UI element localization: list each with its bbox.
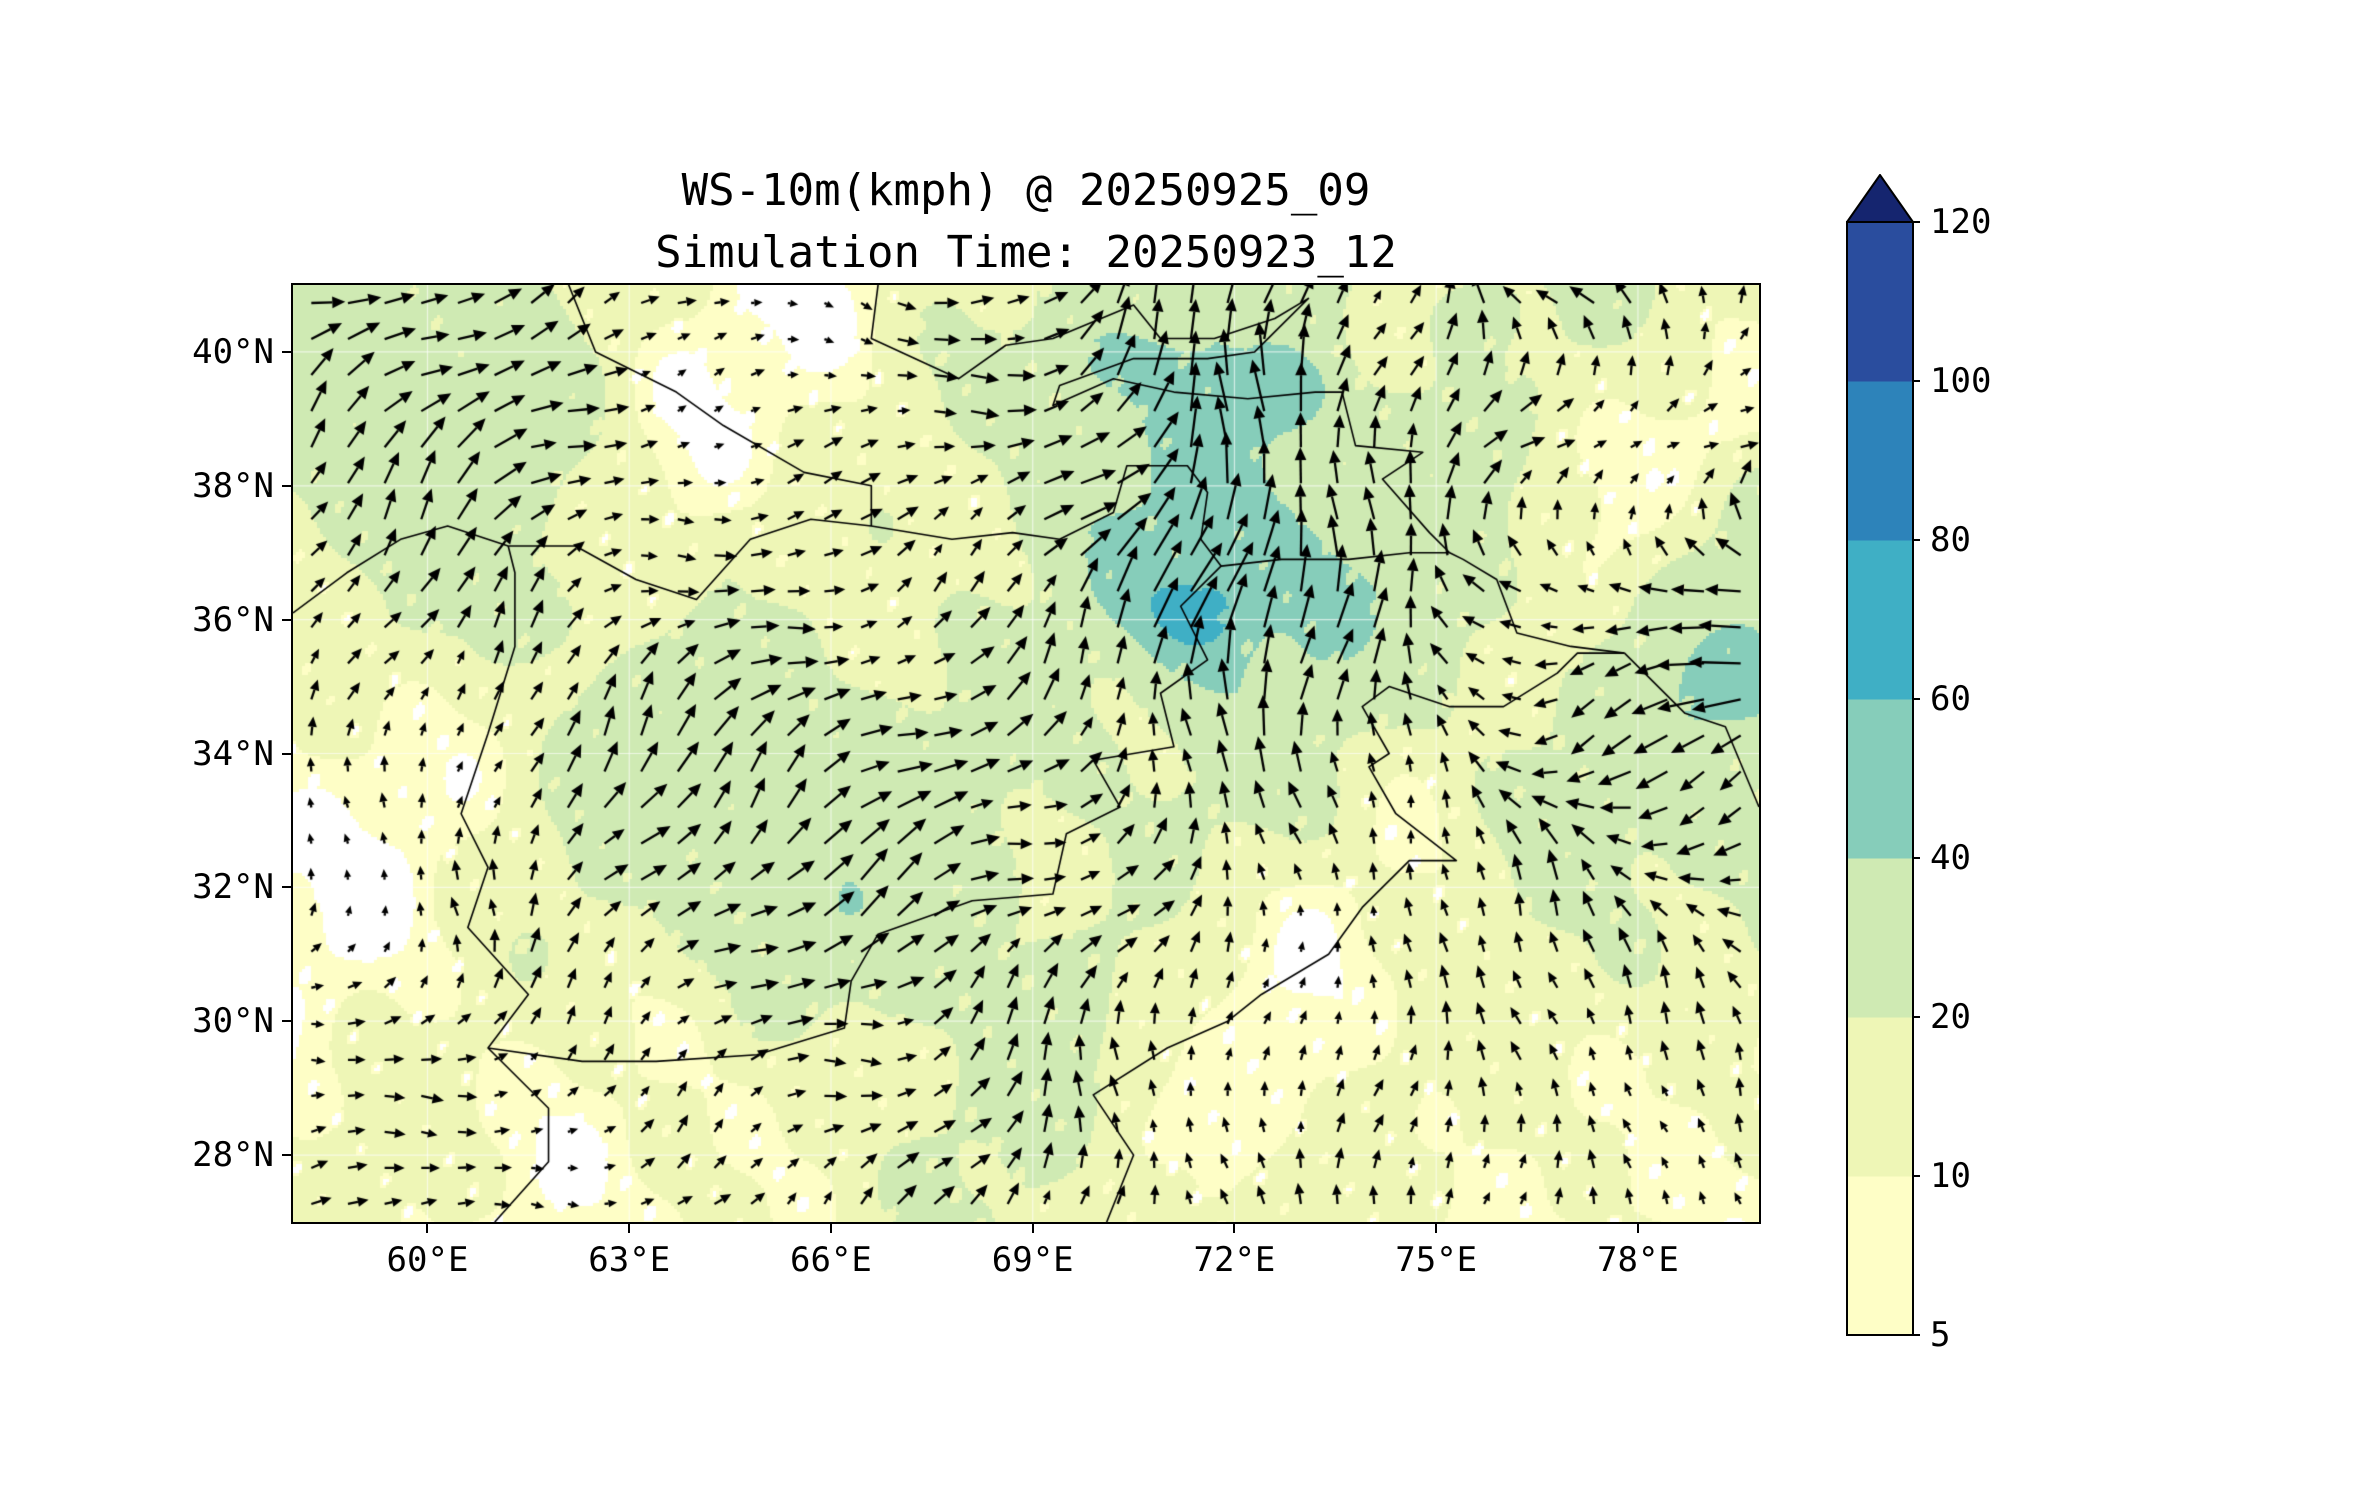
x-tick-label: 72°E <box>1193 1240 1276 1280</box>
x-tick-mark <box>1233 1224 1236 1233</box>
colorbar-segment <box>1847 858 1913 1018</box>
colorbar-tick-label: 100 <box>1930 361 1992 401</box>
y-tick-label: 34°N <box>192 733 274 774</box>
chart-subtitle: Simulation Time: 20250923_12 <box>655 227 1397 278</box>
colorbar-tick-label: 20 <box>1930 997 1971 1037</box>
x-tick-label: 63°E <box>588 1240 671 1280</box>
colorbar-outline <box>1846 221 1914 1336</box>
y-tick-mark <box>282 886 291 889</box>
x-tick-mark <box>829 1224 832 1233</box>
x-tick-label: 66°E <box>790 1240 872 1280</box>
x-tick-mark <box>628 1224 631 1233</box>
y-tick-label: 32°N <box>192 867 274 908</box>
colorbar-tick-label: 40 <box>1930 838 1971 878</box>
colorbar-tick-label: 10 <box>1930 1156 1971 1196</box>
x-tick-label: 69°E <box>991 1240 1074 1280</box>
chart-title: WS-10m(kmph) @ 20250925_09 <box>681 165 1371 216</box>
y-tick-mark <box>282 484 291 487</box>
map-plot-area <box>291 283 1761 1224</box>
y-tick-mark <box>282 752 291 755</box>
x-tick-mark <box>426 1224 429 1233</box>
colorbar-tick-label: 80 <box>1930 520 1971 560</box>
colorbar-segment <box>1847 540 1913 700</box>
colorbar-segment <box>1847 1176 1913 1336</box>
y-tick-mark <box>282 1020 291 1023</box>
colorbar-segment <box>1847 1017 1913 1177</box>
colorbar-segment <box>1847 222 1913 382</box>
y-tick-label: 40°N <box>192 331 274 372</box>
x-tick-label: 60°E <box>386 1240 469 1280</box>
colorbar-extend-arrow <box>1845 173 1915 223</box>
colorbar-bar <box>1845 173 1920 1336</box>
y-tick-mark <box>282 350 291 353</box>
y-tick-mark <box>282 618 291 621</box>
wind-map-canvas <box>293 285 1759 1222</box>
y-tick-label: 36°N <box>192 599 274 640</box>
x-tick-mark <box>1435 1224 1438 1233</box>
y-tick-mark <box>282 1154 291 1157</box>
colorbar-segment <box>1847 699 1913 859</box>
colorbar-tick-label: 5 <box>1930 1315 1951 1355</box>
x-tick-mark <box>1636 1224 1639 1233</box>
colorbar-tick-label: 120 <box>1930 202 1992 242</box>
y-tick-label: 38°N <box>192 465 274 506</box>
colorbar <box>1845 173 1926 1339</box>
colorbar-tick-label: 60 <box>1930 679 1971 719</box>
colorbar-segment <box>1847 381 1913 541</box>
y-tick-label: 30°N <box>192 1001 274 1042</box>
x-tick-label: 75°E <box>1395 1240 1478 1280</box>
x-tick-mark <box>1031 1224 1034 1233</box>
x-tick-label: 78°E <box>1597 1240 1679 1280</box>
y-tick-label: 28°N <box>192 1135 274 1176</box>
